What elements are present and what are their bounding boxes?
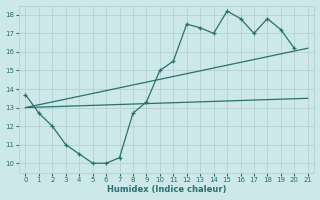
X-axis label: Humidex (Indice chaleur): Humidex (Indice chaleur) <box>107 185 226 194</box>
